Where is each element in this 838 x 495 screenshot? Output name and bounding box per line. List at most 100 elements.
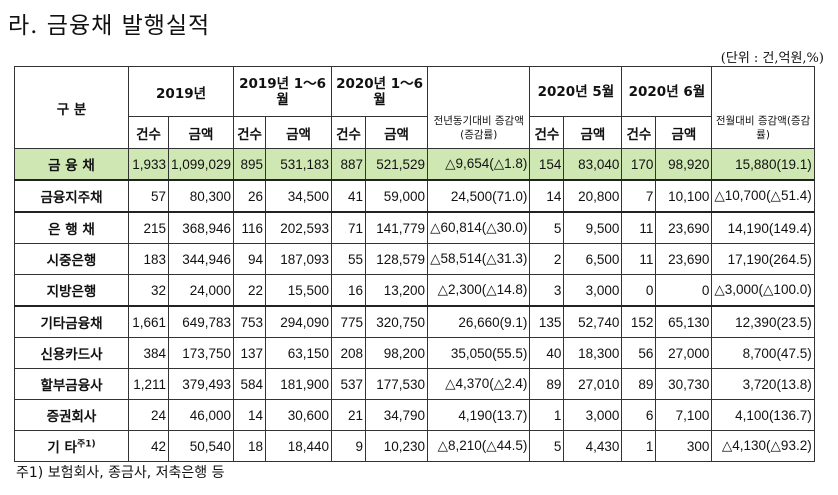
header-2020-may: 2020년 5월 [529,66,623,117]
table-row: 기 타주1) 42 50,540 18 18,440 9 10,230 △8,210(△44.… [14,430,815,462]
cell-a20h: 98,200 [365,337,429,369]
cell-c2019: 1,933 [128,148,169,181]
cell-a20h: 59,000 [365,179,429,213]
cell-a19h: 181,900 [265,368,333,400]
header-count: 건수 [331,116,367,149]
cell-a19h: 187,093 [265,243,333,275]
table-row: 증권회사 24 46,000 14 30,600 21 34,790 4,190(13.7) 1… [14,399,815,431]
cell-mom: 17,190(264.5) [711,243,815,275]
cell-c2019: 24 [128,399,169,431]
cell-c20h: 16 [331,274,367,307]
cell-yoy: △8,210(△44.5) [427,430,531,462]
cell-c20h: 9 [331,430,367,462]
cell-c20h: 41 [331,179,367,213]
cell-c20h: 55 [331,243,367,275]
cell-mom: 8,700(47.5) [711,337,815,369]
cell-a5: 83,040 [563,148,623,181]
cell-c19h: 22 [233,274,267,307]
cell-c6: 6 [621,399,657,431]
cell-c6: 152 [621,305,657,338]
cell-c5: 1 [529,399,565,431]
header-2019: 2019년 [127,66,235,117]
row-label: 금융지주채 [14,179,129,213]
cell-mom: △10,700(△51.4) [711,179,815,213]
cell-c20h: 537 [331,368,367,400]
table-row: 은 행 채 215 368,946 116 202,593 71 141,779 △60,81… [14,211,815,244]
cell-a2019: 368,946 [167,211,235,244]
cell-a20h: 10,230 [365,430,429,462]
header-mom: 전월대비 증감액(증감률) [711,66,815,149]
cell-c19h: 116 [233,211,267,244]
header-2019-h1: 2019년 1～6월 [233,66,333,117]
cell-a20h: 13,200 [365,274,429,307]
header-yoy: 전년동기대비 증감액(증감률) [427,66,531,149]
header-amount: 금액 [655,116,713,149]
cell-c6: 7 [621,179,657,213]
cell-a6: 98,920 [655,148,713,181]
cell-a20h: 320,750 [365,305,429,338]
cell-mom: △4,130(△93.2) [711,430,815,462]
header-amount: 금액 [167,116,235,149]
header-count: 건수 [233,116,267,149]
cell-a5: 20,800 [563,179,623,213]
cell-mom: 4,100(136.7) [711,399,815,431]
cell-a6: 7,100 [655,399,713,431]
cell-c20h: 775 [331,305,367,338]
cell-c19h: 26 [233,179,267,213]
cell-a2019: 46,000 [167,399,235,431]
cell-a19h: 15,500 [265,274,333,307]
cell-a19h: 34,500 [265,179,333,213]
cell-c5: 5 [529,430,565,462]
cell-a6: 27,000 [655,337,713,369]
cell-a19h: 202,593 [265,211,333,244]
header-count: 건수 [128,116,169,149]
cell-yoy: △9,654(△1.8) [427,148,531,181]
row-label: 신용카드사 [14,337,129,369]
cell-c6: 11 [621,243,657,275]
cell-mom: 3,720(13.8) [711,368,815,400]
cell-yoy: 26,660(9.1) [427,305,531,338]
footnote-mark: 주1) [76,439,96,450]
cell-c6: 11 [621,211,657,244]
cell-a5: 52,740 [563,305,623,338]
cell-c2019: 1,661 [128,305,169,338]
table-row: 시중은행 183 344,946 94 187,093 55 128,579 △58,514(… [14,243,815,275]
cell-c19h: 137 [233,337,267,369]
cell-a6: 30,730 [655,368,713,400]
header-category: 구 분 [14,66,129,149]
header-amount: 금액 [265,116,333,149]
cell-a2019: 379,493 [167,368,235,400]
cell-a2019: 649,783 [167,305,235,338]
cell-a5: 27,010 [563,368,623,400]
cell-a19h: 63,150 [265,337,333,369]
footnote: 주1) 보험회사, 종금사, 저축은행 등 [16,465,225,481]
header-amount: 금액 [365,116,429,149]
cell-mom: 12,390(23.5) [711,305,815,338]
cell-a2019: 173,750 [167,337,235,369]
header-2020-h1: 2020년 1～6월 [331,66,429,117]
cell-a19h: 30,600 [265,399,333,431]
cell-a2019: 344,946 [167,243,235,275]
cell-a19h: 294,090 [265,305,333,338]
cell-c19h: 14 [233,399,267,431]
page-title: 라. 금융채 발행실적 [8,13,211,39]
cell-yoy: △60,814(△30.0) [427,211,531,244]
row-label: 은 행 채 [14,211,129,244]
cell-c5: 135 [529,305,565,338]
cell-a20h: 177,530 [365,368,429,400]
cell-c6: 0 [621,274,657,307]
table-row: 기타금융채 1,661 649,783 753 294,090 775 320,750 26,… [14,305,815,338]
cell-yoy: 24,500(71.0) [427,179,531,213]
cell-c2019: 1,211 [128,368,169,400]
cell-c2019: 215 [128,211,169,244]
cell-a6: 23,690 [655,243,713,275]
cell-mom: 14,190(149.4) [711,211,815,244]
row-label: 기 타주1) [14,430,129,462]
bond-issuance-table: 구 분 2019년 2019년 1～6월 2020년 1～6월 전년동기대비 증… [14,66,815,462]
header-amount: 금액 [563,116,623,149]
cell-a2019: 1,099,029 [167,148,235,181]
cell-a5: 4,430 [563,430,623,462]
cell-yoy: △2,300(△14.8) [427,274,531,307]
header-2020-jun: 2020년 6월 [621,66,713,117]
cell-yoy: 4,190(13.7) [427,399,531,431]
